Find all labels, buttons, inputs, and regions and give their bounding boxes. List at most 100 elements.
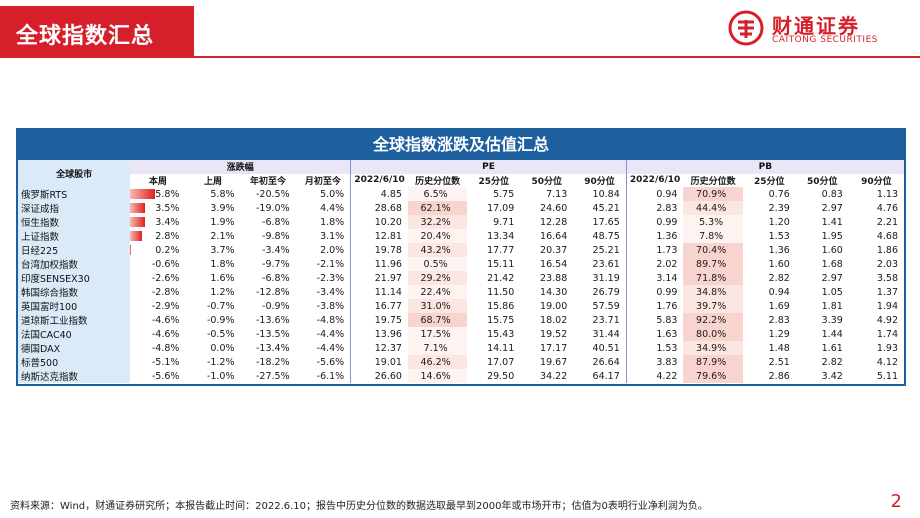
table-body: 俄罗斯RTS 5.8% 5.8% -20.5% 5.0% 4.85 6.5% 5.75 7.13… bbox=[18, 187, 904, 384]
index-name: 道琼斯工业指数 bbox=[18, 313, 131, 328]
cell-week: -4.8% bbox=[130, 341, 185, 355]
cell-week: 5.8% bbox=[130, 187, 185, 201]
cell-prev: 3.7% bbox=[210, 244, 235, 256]
cell-mtd: -4.4% bbox=[316, 328, 345, 340]
cell-pe50: 34.22 bbox=[540, 370, 568, 382]
index-name: 恒生指数 bbox=[18, 215, 131, 230]
cell-pe: 16.77 bbox=[350, 299, 408, 314]
cell-pe50: 16.64 bbox=[540, 230, 568, 242]
week-change-value: -5.1% bbox=[151, 356, 180, 368]
cell-pe: 13.96 bbox=[350, 327, 408, 342]
cell-pe90: 45.21 bbox=[592, 202, 620, 214]
cell-prev: 1.9% bbox=[210, 216, 235, 228]
table-row: 俄罗斯RTS 5.8% 5.8% -20.5% 5.0% 4.85 6.5% 5.75 7.13… bbox=[18, 187, 904, 202]
cell-pe90: 48.75 bbox=[592, 230, 620, 242]
cell-pb90: 3.58 bbox=[876, 272, 898, 284]
cell-pe-pct: 20.4% bbox=[407, 229, 468, 244]
index-name: 法国CAC40 bbox=[18, 327, 131, 342]
cell-pe: 11.96 bbox=[350, 257, 408, 272]
cell-pe50: 14.30 bbox=[540, 286, 568, 298]
col-pb-p50: 50分位 bbox=[795, 173, 849, 188]
cell-mtd: 5.0% bbox=[320, 188, 345, 200]
cell-pb90: 5.11 bbox=[876, 370, 898, 382]
cell-week: 3.5% bbox=[130, 201, 185, 215]
col-pe-p50: 50分位 bbox=[520, 173, 574, 188]
cell-prev: 5.8% bbox=[210, 188, 235, 200]
cell-prev: -1.0% bbox=[206, 370, 235, 382]
cell-mtd: -3.8% bbox=[316, 300, 345, 312]
cell-pe90: 31.19 bbox=[592, 272, 620, 284]
cell-mtd: -5.6% bbox=[316, 356, 345, 368]
cell-pe50: 7.13 bbox=[546, 188, 568, 200]
cell-pe50: 19.67 bbox=[540, 356, 568, 368]
cell-week: 0.2% bbox=[130, 243, 185, 257]
cell-pe: 19.01 bbox=[350, 355, 408, 370]
cell-pe-pct: 22.4% bbox=[407, 285, 468, 300]
cell-pb: 2.02 bbox=[625, 257, 684, 272]
cell-pb: 0.99 bbox=[625, 285, 684, 300]
col-pb-date: 2022/6/10 bbox=[625, 173, 684, 188]
cell-pb50: 2.97 bbox=[821, 272, 843, 284]
cell-pb25: 2.86 bbox=[768, 370, 790, 382]
cell-pb: 1.73 bbox=[625, 243, 684, 258]
week-change-bar bbox=[130, 203, 146, 214]
cell-pb-pct: 44.4% bbox=[683, 201, 743, 216]
cell-mtd: 2.0% bbox=[320, 244, 345, 256]
cell-pe-pct: 68.7% bbox=[407, 313, 468, 328]
cell-pb25: 1.36 bbox=[768, 244, 790, 256]
header-divider bbox=[0, 56, 920, 58]
cell-pb50: 1.05 bbox=[821, 286, 843, 298]
week-change-bar bbox=[130, 245, 132, 256]
cell-pb-pct: 5.3% bbox=[683, 215, 743, 230]
cell-pe25: 9.71 bbox=[493, 216, 515, 228]
cell-pb25: 2.39 bbox=[768, 202, 790, 214]
index-name: 标普500 bbox=[18, 355, 131, 370]
cell-pb90: 1.86 bbox=[876, 244, 898, 256]
cell-week: -5.6% bbox=[130, 369, 185, 383]
group-header-pb: PB bbox=[625, 160, 904, 174]
cell-pe: 19.78 bbox=[350, 243, 408, 258]
index-name: 俄罗斯RTS bbox=[18, 187, 131, 202]
cell-week: -2.6% bbox=[130, 271, 185, 285]
cell-pe25: 11.50 bbox=[487, 286, 515, 298]
cell-pb50: 1.61 bbox=[821, 342, 843, 354]
cell-pe25: 15.75 bbox=[487, 314, 515, 326]
cell-ytd: -12.8% bbox=[256, 286, 290, 298]
cell-pe25: 15.43 bbox=[487, 328, 515, 340]
cell-prev: -0.7% bbox=[206, 300, 235, 312]
cell-pe90: 26.79 bbox=[592, 286, 620, 298]
cell-pb: 5.83 bbox=[625, 313, 684, 328]
cell-prev: 0.0% bbox=[210, 342, 235, 354]
cell-pb90: 4.12 bbox=[876, 356, 898, 368]
cell-pe90: 57.59 bbox=[592, 300, 620, 312]
cell-pb-pct: 92.2% bbox=[683, 313, 743, 328]
cell-pb50: 1.95 bbox=[821, 230, 843, 242]
cell-pe: 26.60 bbox=[350, 369, 408, 384]
group-header-change: 涨跌幅 bbox=[130, 160, 351, 174]
col-pe-percentile: 历史分位数 bbox=[407, 173, 468, 188]
logo-mark-icon bbox=[728, 10, 764, 46]
logo-name-cn: 财通证券 bbox=[772, 14, 860, 38]
index-table: 全球股市 涨跌幅 PE PB 本周 上周 年初至今 月初至今 2022/6/10… bbox=[18, 160, 904, 384]
cell-pb-pct: 80.0% bbox=[683, 327, 743, 342]
cell-pb25: 1.60 bbox=[768, 258, 790, 270]
cell-pb50: 2.97 bbox=[821, 202, 843, 214]
table-row: 韩国综合指数 -2.8% 1.2% -12.8% -3.4% 11.14 22.4% 11.5… bbox=[18, 285, 904, 300]
cell-pb25: 0.94 bbox=[768, 286, 790, 298]
cell-pe-pct: 14.6% bbox=[407, 369, 468, 384]
cell-ytd: -9.7% bbox=[262, 258, 290, 270]
cell-pe90: 10.84 bbox=[592, 188, 620, 200]
cell-pe25: 15.11 bbox=[487, 258, 515, 270]
cell-pe-pct: 6.5% bbox=[407, 187, 468, 202]
cell-pb25: 1.29 bbox=[768, 328, 790, 340]
cell-pb: 3.83 bbox=[625, 355, 684, 370]
cell-pe50: 23.88 bbox=[540, 272, 568, 284]
cell-pe25: 5.75 bbox=[493, 188, 515, 200]
cell-pe-pct: 32.2% bbox=[407, 215, 468, 230]
cell-pb50: 2.82 bbox=[821, 356, 843, 368]
cell-pe90: 40.51 bbox=[592, 342, 620, 354]
cell-pe25: 13.34 bbox=[487, 230, 515, 242]
week-change-value: 2.8% bbox=[155, 230, 180, 242]
table-row: 德国DAX -4.8% 0.0% -13.4% -4.4% 12.37 7.1% 14.11 1… bbox=[18, 341, 904, 356]
cell-mtd: -4.4% bbox=[316, 342, 345, 354]
